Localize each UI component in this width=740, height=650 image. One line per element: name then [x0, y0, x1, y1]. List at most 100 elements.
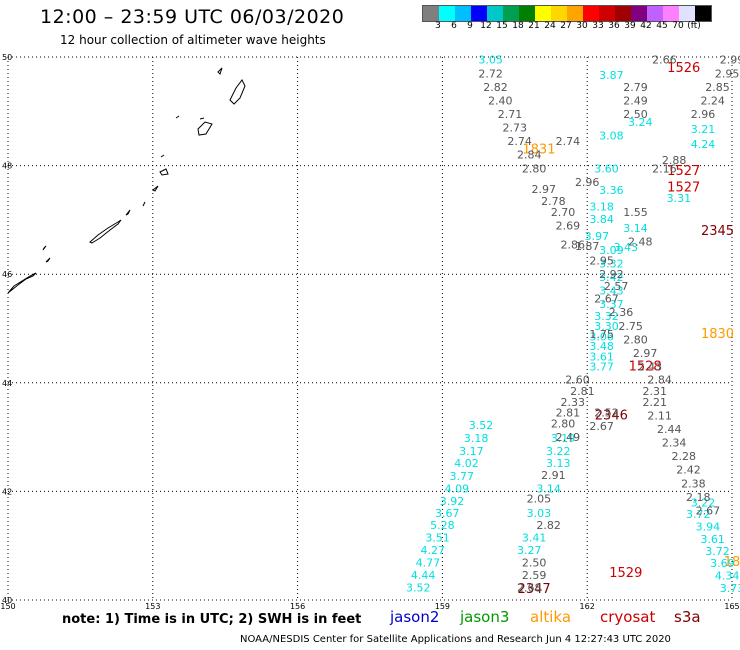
- lat-tick-label: 40: [2, 596, 12, 605]
- wave-height-label-track-cyan: 3.60: [594, 162, 619, 175]
- legend-label: 3: [435, 21, 441, 31]
- wave-height-label-track-gray: 2.36: [609, 306, 634, 319]
- legend-swatch: [519, 6, 535, 21]
- wave-height-label-track-cyan: 3.42: [599, 271, 624, 284]
- wave-height-label-track-cyan: 3.22: [546, 445, 571, 458]
- wave-height-label-track-cyan: 3.43: [614, 241, 639, 254]
- wave-height-label-track-cyan: 3.09: [599, 244, 624, 257]
- legend-swatch: [679, 6, 695, 21]
- wave-height-label-track-cyan: 3.69: [710, 557, 735, 570]
- coast-island-4: [125, 209, 131, 216]
- wave-height-label-track-gray: 2.74: [556, 135, 581, 148]
- pass-time-label-cryosat: 1528: [629, 360, 662, 375]
- legend-swatch: [455, 6, 471, 21]
- lat-lon-grid: [7, 56, 733, 601]
- wave-height-label-track-cyan: 3.92: [440, 495, 465, 508]
- wave-height-label-track-gray: 2.82: [483, 81, 508, 94]
- legend-label: 39: [624, 21, 636, 31]
- legend-swatch: [551, 6, 567, 21]
- coast-island-12: [160, 154, 165, 158]
- wave-height-label-track-gray: 2.97: [633, 347, 658, 360]
- wave-height-label-track-gray: 2.80: [623, 333, 648, 346]
- wave-height-label-track-gray: 2.50: [623, 108, 648, 121]
- wave-height-label-track-cyan: 3.72: [705, 545, 730, 558]
- wave-height-label-track-cyan: 3.77: [589, 361, 614, 374]
- coast-island-5: [142, 201, 146, 207]
- wave-height-label-track-cyan: 3.41: [522, 532, 547, 545]
- wave-height-label-track-cyan: 3.52: [406, 582, 431, 595]
- wave-height-label-track-cyan: 3.32: [599, 257, 624, 270]
- wave-height-label-track-cyan: 3.36: [599, 184, 624, 197]
- wave-height-label-track-cyan: 3.51: [425, 532, 450, 545]
- coast-island-8: [197, 121, 213, 136]
- coast-island-6: [152, 185, 159, 192]
- coast-island-9: [229, 79, 246, 105]
- wave-height-label-track-gray: 2.60: [565, 374, 590, 387]
- legend-swatch: [631, 6, 647, 21]
- wave-height-label-track-gray: 2.50: [522, 557, 547, 570]
- legend-swatch: [599, 6, 615, 21]
- legend-swatch: [567, 6, 583, 21]
- wave-height-label-track-gray: 2.95: [589, 255, 614, 268]
- wave-height-label-track-gray: 2.16: [652, 162, 677, 175]
- wave-height-label-track-cyan: 3.13: [546, 457, 571, 470]
- wave-height-label-track-gray: 2.52: [594, 407, 619, 420]
- legend-jason2: jason2: [390, 608, 440, 626]
- wave-height-label-track-gray: 2.31: [643, 385, 668, 398]
- wave-height-label-track-cyan: 3.72: [686, 508, 711, 521]
- wave-height-label-track-gray: 2.05: [527, 492, 552, 505]
- wave-height-label-track-gray: 2.44: [657, 423, 682, 436]
- wave-height-label-track-gray: 2.81: [570, 385, 595, 398]
- wave-height-label-track-cyan: 3.30: [594, 320, 619, 333]
- color-scale-legend: [422, 5, 712, 22]
- wave-height-label-track-gray: 2.34: [662, 437, 687, 450]
- lon-tick-label: 162: [580, 602, 595, 611]
- wave-height-label-track-cyan: 3.48: [589, 340, 614, 353]
- wave-height-label-track-gray: 2.82: [536, 519, 561, 532]
- wave-height-label-track-cyan: 3.24: [628, 116, 653, 129]
- wave-height-label-track-cyan: 4.34: [715, 570, 740, 583]
- wave-height-label-track-gray: 1.55: [623, 206, 648, 219]
- wave-height-label-track-cyan: 3.17: [459, 445, 484, 458]
- wave-height-label-track-gray: 2.11: [647, 409, 672, 422]
- coast-island-2: [42, 245, 47, 251]
- pass-time-label-s3a: 2346: [595, 408, 628, 423]
- wave-height-label-track-cyan: 3.08: [599, 130, 624, 143]
- coast-island-7: [159, 168, 169, 176]
- wave-height-label-track-gray: 2.80: [522, 162, 547, 175]
- wave-height-label-track-cyan: 3.32: [594, 310, 619, 323]
- wave-height-label-track-cyan: 3.06: [589, 331, 614, 344]
- wave-height-label-track-cyan: 4.24: [691, 138, 716, 151]
- wave-height-label-track-cyan: 3.18: [589, 200, 614, 213]
- pass-time-label-altika: 18: [724, 555, 740, 570]
- legend-swatch: [583, 6, 599, 21]
- lon-tick-label: 156: [290, 602, 305, 611]
- wave-height-label-track-gray: 2.80: [551, 418, 576, 431]
- lat-tick-label: 48: [2, 162, 12, 171]
- pass-time-label-cryosat: 1527: [667, 164, 700, 179]
- legend-swatch: [439, 6, 455, 21]
- wave-height-label-track-cyan: 3.31: [667, 192, 692, 205]
- wave-height-label-track-gray: 2.97: [532, 183, 557, 196]
- wave-height-label-track-cyan: 3.27: [517, 544, 542, 557]
- wave-height-label-track-gray: 2.21: [643, 396, 668, 409]
- wave-height-label-track-gray: 2.84: [517, 149, 542, 162]
- wave-height-label-track-gray: 2.49: [623, 94, 648, 107]
- wave-height-label-track-gray: 2.38: [681, 477, 706, 490]
- wave-height-label-track-gray: 2.28: [671, 450, 696, 463]
- lat-tick-label: 42: [2, 487, 12, 496]
- legend-swatch: [423, 6, 439, 21]
- wave-height-label-track-gray: 2.43: [638, 361, 663, 374]
- legend-swatch: [647, 6, 663, 21]
- wave-height-label-track-gray: 2.74: [507, 135, 532, 148]
- pass-time-label-cryosat: 1527: [667, 180, 700, 195]
- wave-height-label-track-cyan: 4.02: [454, 457, 479, 470]
- wave-height-label-track-gray: 2.96: [575, 176, 600, 189]
- wave-height-label-track-gray: 2.59: [522, 569, 547, 582]
- lon-tick-label: 159: [435, 602, 450, 611]
- wave-height-label-track-gray: 2.78: [541, 195, 566, 208]
- legend-label: 33: [592, 21, 604, 31]
- coast-island-13: [199, 117, 205, 120]
- lat-tick-label: 44: [2, 379, 12, 388]
- legend-swatch: [663, 6, 679, 21]
